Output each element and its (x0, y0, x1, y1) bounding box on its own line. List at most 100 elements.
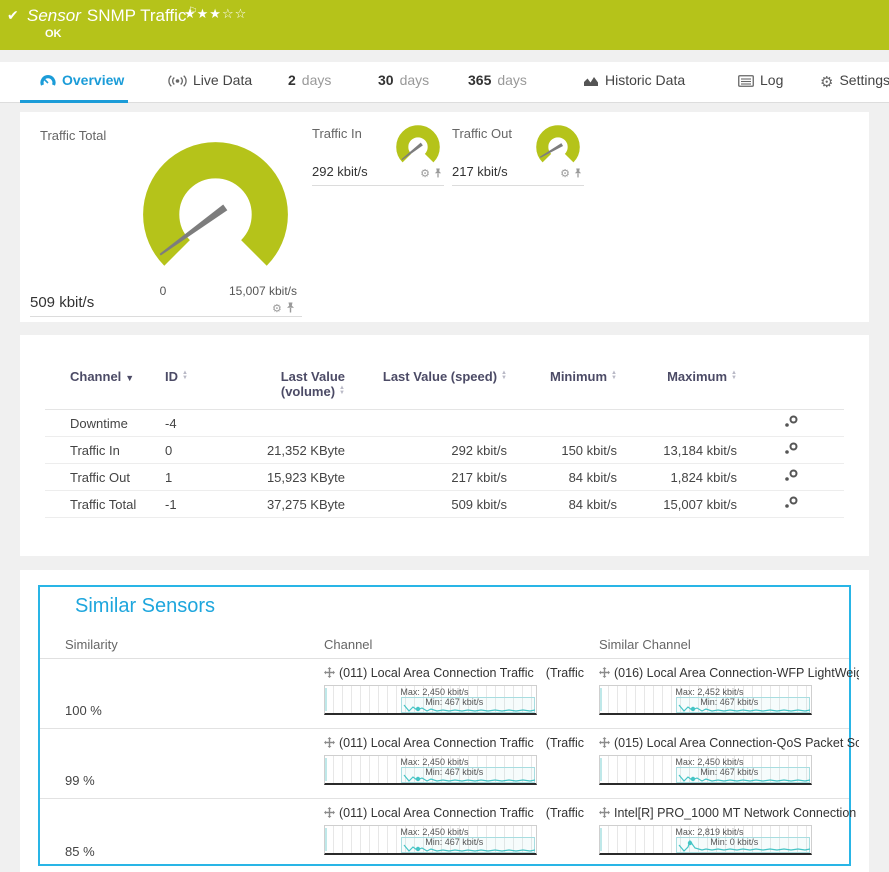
channel-minigraph: Max: 2,450 kbit/s Min: 467 kbit/s (324, 685, 537, 715)
gauge-scale-max: 15,007 kbit/s (228, 284, 298, 298)
graph-line (403, 704, 536, 712)
graph-line (403, 844, 536, 852)
tab-live-data-label: Live Data (193, 72, 253, 88)
traffic-in-gauge (396, 125, 440, 163)
last-value-volume: 37,275 KByte (240, 490, 345, 518)
col-header-channel[interactable]: Channel ▼ (45, 363, 165, 410)
channel-settings-icon[interactable] (784, 469, 798, 485)
channel-settings-icon[interactable] (784, 442, 798, 458)
pin-icon[interactable] (574, 165, 582, 183)
graph-min-label: Min: 467 kbit/s (700, 697, 759, 707)
table-row: Traffic Out 1 15,923 KByte 217 kbit/s 84… (45, 463, 844, 491)
settings-gear-icon: ⚙ (820, 74, 834, 91)
tab-log[interactable]: Log (738, 72, 783, 90)
graph-line (678, 774, 811, 782)
similar-channel-link[interactable]: Intel[R] PRO_1000 MT Network Connection(… (599, 806, 859, 823)
channel-name[interactable]: Traffic Out (45, 463, 165, 491)
channel-link[interactable]: (011) Local Area Connection Traffic (Traf… (324, 806, 584, 823)
live-data-icon (168, 74, 187, 90)
col-header-id[interactable]: ID ▲ ▼ (165, 363, 240, 410)
graph-max-label: Max: 2,450 kbit/s (400, 827, 469, 837)
move-icon[interactable] (324, 737, 335, 751)
channel-settings-icon[interactable] (784, 496, 798, 512)
channel-name[interactable]: Traffic Total (45, 490, 165, 518)
graph-min-label: Min: 467 kbit/s (425, 767, 484, 777)
pin-icon[interactable] (286, 300, 295, 318)
tab-2-days-number: 2 (288, 72, 296, 88)
channel-id: 1 (165, 463, 240, 491)
move-icon[interactable] (599, 807, 610, 821)
channel-name: (011) Local Area Connection Traffic (339, 666, 534, 680)
channel-table-panel: Channel ▼ ID ▲ ▼ Last Value (volume) ▲ ▼ Last… (20, 335, 869, 556)
channel-name[interactable]: Traffic In (45, 436, 165, 464)
col-header-last-volume[interactable]: Last Value (volume) ▲ ▼ (240, 363, 345, 410)
col-header-maximum[interactable]: Maximum ▲ ▼ (617, 363, 737, 410)
col-header-similar-channel: Similar Channel (599, 637, 691, 652)
graph-tick (325, 758, 327, 781)
traffic-total-label: Traffic Total (40, 128, 107, 143)
graph-region (400, 767, 535, 783)
tab-30-days-number: 30 (378, 72, 394, 88)
traffic-out-gauge-block: Traffic Out 217 kbit/s ⚙ (452, 124, 584, 186)
traffic-out-actions: ⚙ (560, 164, 582, 183)
similar-sensors-box: Similar Sensors Similarity Channel Simil… (38, 585, 859, 869)
sort-desc-icon: ▼ (125, 373, 135, 383)
channel-minigraph: Max: 2,450 kbit/s Min: 467 kbit/s (324, 825, 537, 855)
similar-sensor-row: 85 % (011) Local Area Connection Traffic… (40, 799, 856, 869)
channel-name: (015) Local Area Connection-QoS Packet S… (614, 736, 859, 750)
tab-bar: Overview Live Data 2 days 30 days 365 days … (0, 62, 889, 103)
sensor-header: ✔ Sensor SNMP Traffic ⚐ ★★★☆☆ OK (0, 0, 889, 50)
last-value-speed: 217 kbit/s (345, 463, 507, 491)
gauge-actions: ⚙ (272, 299, 295, 318)
channel-settings-icon[interactable] (784, 415, 798, 431)
gauge-settings-icon[interactable]: ⚙ (272, 303, 282, 315)
last-value-speed (345, 409, 507, 437)
priority-stars[interactable]: ★★★☆☆ (184, 6, 248, 21)
divider (40, 658, 849, 659)
graph-tick (600, 758, 602, 781)
similar-channel-link[interactable]: (015) Local Area Connection-QoS Packet S… (599, 736, 859, 753)
tab-2-days[interactable]: 2 days (288, 72, 331, 88)
tab-historic-data[interactable]: Historic Data (583, 72, 685, 90)
channel-name[interactable]: Downtime (45, 409, 165, 437)
sort-icon: ▲ ▼ (339, 385, 345, 396)
move-icon[interactable] (324, 807, 335, 821)
sort-icon: ▲ ▼ (182, 370, 188, 381)
maximum-value: 13,184 kbit/s (617, 436, 737, 464)
move-icon[interactable] (324, 667, 335, 681)
gauge-settings-icon[interactable]: ⚙ (560, 168, 570, 180)
pin-icon[interactable] (434, 165, 442, 183)
channel-id: -4 (165, 409, 240, 437)
graph-tick (325, 688, 327, 711)
last-value-volume: 15,923 KByte (240, 463, 345, 491)
similar-channel-link[interactable]: (016) Local Area Connection-WFP LightWei… (599, 666, 859, 683)
traffic-in-label: Traffic In (312, 126, 362, 141)
move-icon[interactable] (599, 737, 610, 751)
gauge-settings-icon[interactable]: ⚙ (420, 168, 430, 180)
graph-tick (325, 828, 327, 851)
move-icon[interactable] (599, 667, 610, 681)
minimum-value: 84 kbit/s (507, 490, 617, 518)
traffic-in-actions: ⚙ (420, 164, 442, 183)
table-row: Downtime -4 (45, 409, 844, 437)
channel-link[interactable]: (011) Local Area Connection Traffic (Traf… (324, 736, 584, 753)
tab-30-days[interactable]: 30 days (378, 72, 429, 88)
tab-log-label: Log (760, 72, 784, 88)
similar-sensors-panel: Similar Sensors Similarity Channel Simil… (20, 570, 869, 872)
tab-overview[interactable]: Overview (40, 72, 124, 90)
graph-min-label: Min: 467 kbit/s (425, 837, 484, 847)
col-header-minimum[interactable]: Minimum ▲ ▼ (507, 363, 617, 410)
tab-365-days-number: 365 (468, 72, 492, 88)
flag-icon[interactable]: ⚐ (188, 6, 198, 18)
tab-settings[interactable]: ⚙ Settings (820, 72, 889, 91)
col-header-channel: Channel (324, 637, 373, 652)
table-row: Traffic In 0 21,352 KByte 292 kbit/s 150… (45, 436, 844, 464)
minimum-value: 84 kbit/s (507, 463, 617, 491)
col-header-last-speed[interactable]: Last Value (speed) ▲ ▼ (345, 363, 507, 410)
channel-link[interactable]: (011) Local Area Connection Traffic (Traf… (324, 666, 584, 683)
similar-sensor-row: 99 % (011) Local Area Connection Traffic… (40, 729, 859, 799)
traffic-total-value: 509 kbit/s (30, 294, 95, 311)
similar-sensor-row: 100 % (011) Local Area Connection Traffi… (40, 659, 859, 729)
tab-365-days[interactable]: 365 days (468, 72, 527, 88)
tab-live-data[interactable]: Live Data (168, 72, 252, 90)
